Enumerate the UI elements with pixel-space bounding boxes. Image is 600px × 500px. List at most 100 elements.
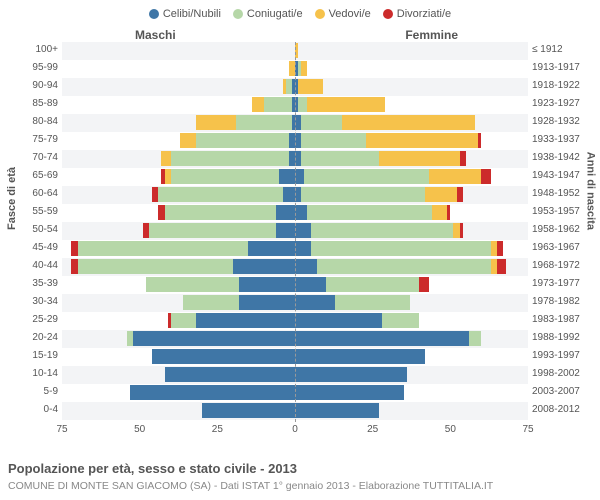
bar-segment bbox=[239, 277, 295, 292]
bar-females bbox=[295, 259, 506, 274]
birth-year-label: 1923-1927 bbox=[532, 98, 580, 109]
bar-females bbox=[295, 97, 385, 112]
bar-segment bbox=[264, 97, 292, 112]
plot-area: 100+≤ 191295-991913-191790-941918-192285… bbox=[62, 42, 528, 422]
age-label: 70-74 bbox=[32, 152, 58, 163]
birth-year-label: ≤ 1912 bbox=[532, 44, 563, 55]
bar-segment bbox=[295, 259, 317, 274]
bar-segment bbox=[307, 205, 431, 220]
bar-segment bbox=[149, 223, 276, 238]
bar-males bbox=[152, 187, 295, 202]
legend-item: Vedovi/e bbox=[315, 8, 371, 20]
bar-segment bbox=[196, 133, 289, 148]
bar-females bbox=[295, 223, 463, 238]
x-tick-label: 50 bbox=[134, 424, 145, 435]
bar-males bbox=[180, 133, 295, 148]
x-tick-label: 75 bbox=[522, 424, 533, 435]
bar-segment bbox=[78, 259, 233, 274]
bar-segment bbox=[311, 223, 454, 238]
birth-year-label: 2003-2007 bbox=[532, 386, 580, 397]
bar-segment bbox=[295, 349, 425, 364]
birth-year-label: 1953-1957 bbox=[532, 206, 580, 217]
bar-females bbox=[295, 79, 323, 94]
bar-females bbox=[295, 61, 307, 76]
bar-males bbox=[127, 331, 295, 346]
bar-segment bbox=[447, 205, 450, 220]
y-axis-label-age: Fasce di età bbox=[6, 167, 18, 230]
bar-segment bbox=[469, 331, 481, 346]
bar-segment bbox=[295, 331, 469, 346]
bar-segment bbox=[152, 349, 295, 364]
birth-year-label: 1998-2002 bbox=[532, 368, 580, 379]
bar-females bbox=[295, 313, 419, 328]
bar-segment bbox=[301, 151, 379, 166]
bar-females bbox=[295, 349, 425, 364]
bar-females bbox=[295, 169, 491, 184]
bar-females bbox=[295, 403, 379, 418]
age-label: 45-49 bbox=[32, 242, 58, 253]
age-label: 10-14 bbox=[32, 368, 58, 379]
y-axis-label-birth: Anni di nascita bbox=[584, 152, 596, 230]
birth-year-label: 1978-1982 bbox=[532, 296, 580, 307]
bar-segment bbox=[161, 151, 170, 166]
birth-year-label: 1968-1972 bbox=[532, 260, 580, 271]
bar-females bbox=[295, 367, 407, 382]
birth-year-label: 1958-1962 bbox=[532, 224, 580, 235]
bar-females bbox=[295, 385, 404, 400]
bar-segment bbox=[429, 169, 482, 184]
legend-label: Celibi/Nubili bbox=[163, 8, 221, 20]
bar-segment bbox=[295, 295, 335, 310]
x-tick-label: 75 bbox=[56, 424, 67, 435]
side-title-females: Femmine bbox=[405, 28, 458, 42]
bar-males bbox=[152, 349, 295, 364]
legend-item: Celibi/Nubili bbox=[149, 8, 221, 20]
birth-year-label: 1983-1987 bbox=[532, 314, 580, 325]
bar-males bbox=[183, 295, 295, 310]
bar-segment bbox=[497, 259, 506, 274]
bar-males bbox=[71, 259, 295, 274]
bar-segment bbox=[133, 331, 295, 346]
bar-segment bbox=[295, 385, 404, 400]
bar-males bbox=[165, 367, 295, 382]
birth-year-label: 1988-1992 bbox=[532, 332, 580, 343]
birth-year-label: 2008-2012 bbox=[532, 404, 580, 415]
bar-segment bbox=[307, 97, 385, 112]
bar-segment bbox=[295, 205, 307, 220]
x-tick-label: 25 bbox=[212, 424, 223, 435]
bar-segment bbox=[301, 115, 341, 130]
bar-segment bbox=[342, 115, 476, 130]
birth-year-label: 1973-1977 bbox=[532, 278, 580, 289]
bar-segment bbox=[460, 223, 463, 238]
legend-swatch bbox=[233, 9, 243, 19]
bar-segment bbox=[252, 97, 264, 112]
bar-males bbox=[168, 313, 295, 328]
bar-segment bbox=[78, 241, 249, 256]
bar-segment bbox=[301, 187, 425, 202]
bar-segment bbox=[497, 241, 503, 256]
bar-segment bbox=[248, 241, 295, 256]
birth-year-label: 1918-1922 bbox=[532, 80, 580, 91]
bar-males bbox=[283, 79, 295, 94]
bar-females bbox=[295, 331, 481, 346]
legend-swatch bbox=[383, 9, 393, 19]
bar-segment bbox=[165, 205, 277, 220]
bar-segment bbox=[326, 277, 419, 292]
bar-segment bbox=[165, 367, 295, 382]
bar-segment bbox=[304, 169, 428, 184]
bar-females bbox=[295, 187, 463, 202]
age-label: 0-4 bbox=[44, 404, 58, 415]
bar-segment bbox=[202, 403, 295, 418]
bar-males bbox=[143, 223, 295, 238]
bar-segment bbox=[379, 151, 460, 166]
age-label: 55-59 bbox=[32, 206, 58, 217]
age-label: 40-44 bbox=[32, 260, 58, 271]
x-tick-label: 0 bbox=[292, 424, 298, 435]
bar-segment bbox=[158, 187, 282, 202]
age-label: 65-69 bbox=[32, 170, 58, 181]
birth-year-label: 1963-1967 bbox=[532, 242, 580, 253]
bar-segment bbox=[301, 133, 366, 148]
bar-females bbox=[295, 133, 481, 148]
bar-males bbox=[130, 385, 295, 400]
side-title-males: Maschi bbox=[135, 28, 176, 42]
bar-males bbox=[252, 97, 295, 112]
